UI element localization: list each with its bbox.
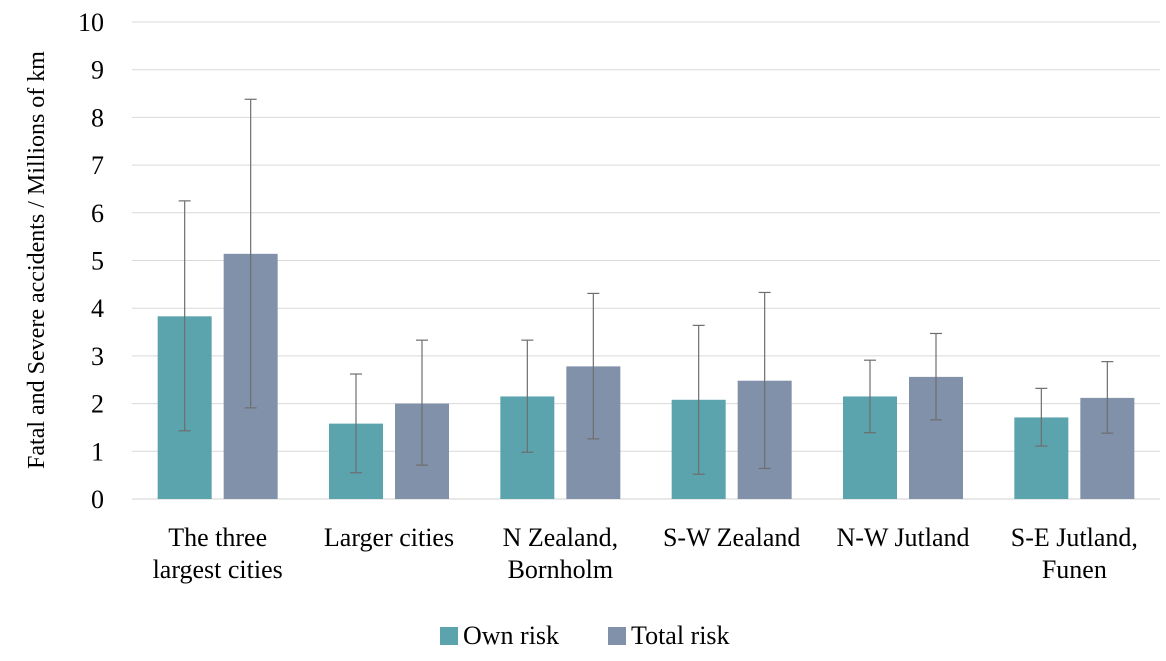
y-tick-label: 7	[91, 151, 104, 180]
y-tick-label: 1	[91, 437, 104, 466]
error-bar	[416, 339, 428, 466]
y-tick-label: 6	[91, 199, 104, 228]
x-tick-label: S-W Zealand	[663, 523, 800, 552]
error-bar	[521, 339, 534, 453]
error-bar	[692, 324, 705, 475]
x-tick-label: The three largest cities	[153, 523, 283, 584]
error-bar	[864, 359, 876, 434]
y-axis-title: Fatal and Severe accidents / Millions of…	[24, 51, 50, 469]
error-bar	[178, 200, 191, 432]
y-tick-label: 10	[78, 8, 104, 37]
error-bar	[1101, 361, 1114, 434]
error-bar	[1035, 387, 1048, 447]
y-tick-label: 5	[91, 247, 104, 276]
error-bar	[930, 332, 942, 421]
x-tick-labels: The three largest cities Larger cities N Ze…	[153, 523, 1138, 584]
legend-swatch-total-risk	[608, 627, 626, 645]
x-tick-label: N-W Jutland	[836, 523, 969, 552]
error-bar	[587, 292, 600, 440]
y-tick-label: 4	[91, 294, 104, 323]
legend-swatch-own-risk	[440, 627, 458, 645]
error-bar	[758, 291, 771, 470]
x-tick-label: Larger cities	[324, 523, 454, 552]
bars	[157, 253, 1135, 499]
legend: Own risk Total risk	[440, 621, 730, 650]
y-tick-label: 8	[91, 103, 104, 132]
y-tick-label: 3	[91, 342, 104, 371]
gridlines	[132, 21, 1160, 500]
legend-label-total-risk: Total risk	[631, 621, 730, 650]
y-tick-label: 0	[91, 485, 104, 514]
legend-label-own-risk: Own risk	[463, 621, 559, 650]
error-bar	[350, 373, 362, 474]
error-bars	[178, 98, 1114, 475]
y-tick-label: 9	[91, 56, 104, 85]
error-bar	[244, 98, 257, 409]
x-tick-label: S-E Jutland, Funen	[1011, 523, 1138, 584]
y-tick-label: 2	[91, 390, 104, 419]
y-axis-title-group: Fatal and Severe accidents / Millions of…	[24, 51, 50, 469]
x-tick-label: N Zealand, Bornholm	[503, 523, 619, 584]
y-tick-labels: 0 1 2 3 4 5 6 7 8 9 10	[78, 8, 104, 514]
